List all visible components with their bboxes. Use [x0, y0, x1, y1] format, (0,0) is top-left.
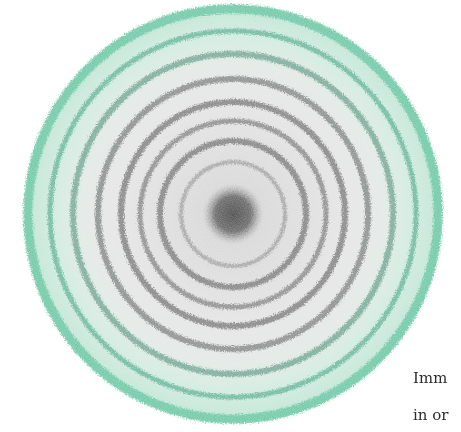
caption-text-line-1: Imm	[413, 369, 448, 387]
disc-grain-overlay	[21, 2, 445, 426]
caption-text-line-2: in or	[413, 406, 449, 424]
